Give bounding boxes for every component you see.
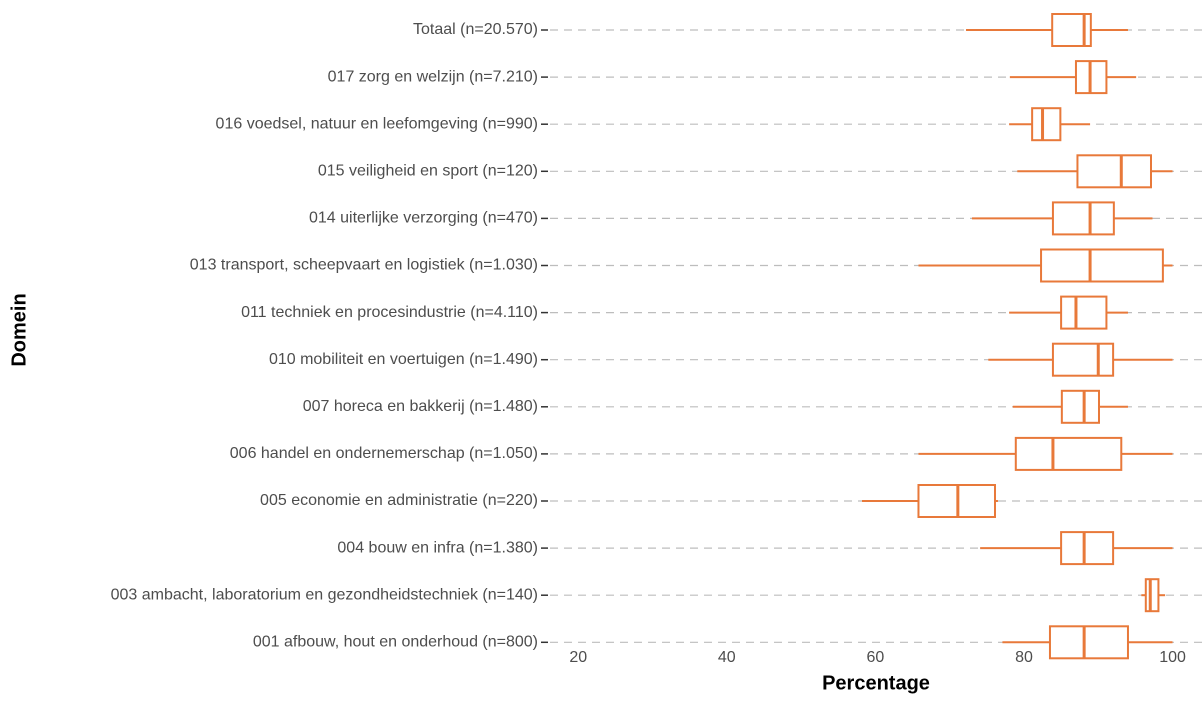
box: [1144, 578, 1160, 613]
y-tick-label: 014 uiterlijke verzorging (n=470): [309, 210, 538, 227]
y-tick-label: 006 handel en ondernemerschap (n=1.050): [230, 445, 538, 462]
box: [1014, 436, 1123, 471]
box: [1060, 295, 1108, 330]
box: [1048, 625, 1129, 660]
y-tick-label: 016 voedsel, natuur en leefomgeving (n=9…: [216, 115, 538, 132]
box: [1060, 389, 1100, 424]
x-axis-title: Percentage: [822, 672, 930, 694]
x-tick-label: 60: [866, 649, 884, 666]
y-tick-label: 011 techniek en procesindustrie (n=4.110…: [241, 304, 538, 321]
y-tick-label: 003 ambacht, laboratorium en gezondheids…: [111, 586, 538, 603]
y-tick-label: 010 mobiliteit en voertuigen (n=1.490): [269, 351, 538, 368]
box: [1076, 154, 1152, 189]
box: [1051, 201, 1115, 236]
y-tick-label: 015 veiligheid en sport (n=120): [318, 163, 538, 180]
box: [1040, 248, 1164, 283]
x-tick-label: 40: [718, 649, 736, 666]
y-tick-label: 004 bouw en infra (n=1.380): [337, 539, 538, 556]
y-tick-label: 017 zorg en welzijn (n=7.210): [328, 68, 538, 85]
y-tick-label: 007 horeca en bakkerij (n=1.480): [303, 398, 538, 415]
x-tick-label: 80: [1015, 649, 1033, 666]
x-tick-label: 20: [569, 649, 587, 666]
y-tick-label: 005 economie en administratie (n=220): [260, 492, 538, 509]
y-tick-label: 001 afbouw, hout en onderhoud (n=800): [253, 634, 538, 651]
box: [1051, 342, 1115, 377]
y-tick-label: Totaal (n=20.570): [413, 21, 538, 38]
x-tick-label: 100: [1159, 649, 1186, 666]
y-tick-label: 013 transport, scheepvaart en logistiek …: [190, 257, 538, 274]
box: [1031, 107, 1062, 142]
box: [1060, 531, 1115, 566]
y-axis-title: Domein: [8, 293, 30, 366]
